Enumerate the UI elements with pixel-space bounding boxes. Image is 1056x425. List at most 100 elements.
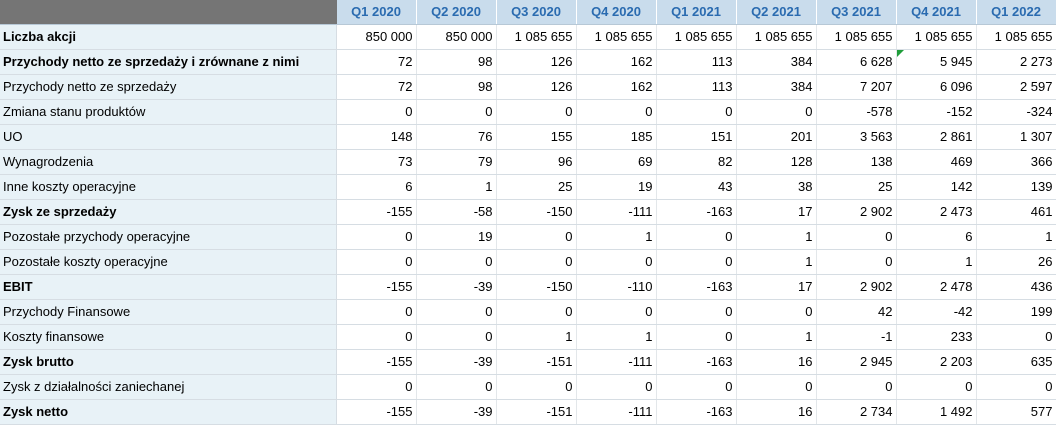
table-cell[interactable]: 113 <box>656 49 737 75</box>
table-cell[interactable]: -155 <box>336 274 417 300</box>
table-cell[interactable]: 1 492 <box>896 399 977 425</box>
table-cell[interactable]: -110 <box>576 274 657 300</box>
table-cell[interactable]: 1 307 <box>976 124 1056 150</box>
table-cell[interactable]: 2 273 <box>976 49 1056 75</box>
table-cell[interactable]: 126 <box>496 49 577 75</box>
table-cell[interactable]: -39 <box>416 274 497 300</box>
table-cell[interactable]: 0 <box>736 99 817 125</box>
table-cell[interactable]: 850 000 <box>336 24 417 50</box>
table-cell[interactable]: 162 <box>576 74 657 100</box>
table-cell[interactable]: 155 <box>496 124 577 150</box>
table-cell[interactable]: 98 <box>416 74 497 100</box>
table-cell[interactable]: -151 <box>496 399 577 425</box>
table-cell[interactable]: 0 <box>656 324 737 350</box>
table-cell[interactable]: 384 <box>736 49 817 75</box>
table-cell[interactable]: 42 <box>816 299 897 325</box>
table-cell[interactable]: 0 <box>896 374 977 400</box>
table-cell[interactable]: 0 <box>656 224 737 250</box>
table-cell[interactable]: 635 <box>976 349 1056 375</box>
table-cell[interactable]: 436 <box>976 274 1056 300</box>
table-cell[interactable]: 0 <box>736 374 817 400</box>
table-cell[interactable]: 2 861 <box>896 124 977 150</box>
table-cell[interactable]: 0 <box>336 299 417 325</box>
table-cell[interactable]: 0 <box>976 374 1056 400</box>
column-header[interactable]: Q1 2021 <box>656 0 737 25</box>
column-header[interactable]: Q1 2022 <box>976 0 1056 25</box>
table-cell[interactable]: 126 <box>496 74 577 100</box>
table-cell[interactable]: 0 <box>656 249 737 275</box>
table-cell[interactable]: 0 <box>496 249 577 275</box>
table-cell[interactable]: 0 <box>816 224 897 250</box>
table-cell[interactable]: 1 <box>496 324 577 350</box>
table-cell[interactable]: 96 <box>496 149 577 175</box>
table-cell[interactable]: -42 <box>896 299 977 325</box>
table-cell[interactable]: 0 <box>576 374 657 400</box>
table-cell[interactable]: 6 096 <box>896 74 977 100</box>
table-cell[interactable]: 201 <box>736 124 817 150</box>
table-cell[interactable]: 0 <box>416 324 497 350</box>
table-cell[interactable]: 0 <box>336 249 417 275</box>
column-header[interactable]: Q4 2021 <box>896 0 977 25</box>
table-cell[interactable]: 0 <box>656 374 737 400</box>
table-cell[interactable]: -111 <box>576 199 657 225</box>
table-cell[interactable]: -324 <box>976 99 1056 125</box>
table-cell[interactable]: 25 <box>496 174 577 200</box>
table-cell[interactable]: 19 <box>416 224 497 250</box>
table-cell[interactable]: 138 <box>816 149 897 175</box>
table-cell[interactable]: 139 <box>976 174 1056 200</box>
table-cell[interactable]: 72 <box>336 74 417 100</box>
table-cell[interactable]: 1 085 655 <box>816 24 897 50</box>
table-cell[interactable]: 0 <box>576 299 657 325</box>
table-cell[interactable]: -1 <box>816 324 897 350</box>
table-cell[interactable]: 0 <box>416 249 497 275</box>
table-cell[interactable]: 2 478 <box>896 274 977 300</box>
table-cell[interactable]: 6 628 <box>816 49 897 75</box>
table-cell[interactable]: 0 <box>976 324 1056 350</box>
table-cell[interactable]: 7 207 <box>816 74 897 100</box>
table-cell[interactable]: 1 085 655 <box>496 24 577 50</box>
table-cell[interactable]: 0 <box>496 299 577 325</box>
table-cell[interactable]: 2 473 <box>896 199 977 225</box>
table-cell[interactable]: -150 <box>496 274 577 300</box>
table-cell[interactable]: 43 <box>656 174 737 200</box>
table-cell[interactable]: 0 <box>336 99 417 125</box>
table-cell[interactable]: 0 <box>336 324 417 350</box>
table-cell[interactable]: 3 563 <box>816 124 897 150</box>
table-cell[interactable]: -163 <box>656 399 737 425</box>
table-cell[interactable]: -163 <box>656 199 737 225</box>
table-cell[interactable]: 113 <box>656 74 737 100</box>
table-cell[interactable]: 0 <box>416 299 497 325</box>
table-cell[interactable]: 0 <box>576 99 657 125</box>
table-cell[interactable]: 17 <box>736 274 817 300</box>
table-cell[interactable]: 1 <box>736 249 817 275</box>
table-cell[interactable]: 384 <box>736 74 817 100</box>
table-cell[interactable]: 72 <box>336 49 417 75</box>
table-cell[interactable]: 0 <box>576 249 657 275</box>
table-cell[interactable]: 2 597 <box>976 74 1056 100</box>
table-cell[interactable]: 128 <box>736 149 817 175</box>
table-cell[interactable]: -163 <box>656 274 737 300</box>
table-cell[interactable]: -155 <box>336 399 417 425</box>
table-cell-with-comment[interactable]: 5 945 <box>896 49 977 75</box>
table-cell[interactable]: 1 <box>576 224 657 250</box>
table-cell[interactable]: 1 <box>416 174 497 200</box>
table-cell[interactable]: -150 <box>496 199 577 225</box>
table-cell[interactable]: 25 <box>816 174 897 200</box>
table-cell[interactable]: 2 734 <box>816 399 897 425</box>
table-cell[interactable]: 79 <box>416 149 497 175</box>
table-cell[interactable]: 19 <box>576 174 657 200</box>
table-cell[interactable]: 0 <box>816 374 897 400</box>
table-cell[interactable]: 17 <box>736 199 817 225</box>
column-header[interactable]: Q3 2020 <box>496 0 577 25</box>
table-cell[interactable]: -151 <box>496 349 577 375</box>
table-cell[interactable]: -39 <box>416 349 497 375</box>
table-cell[interactable]: 1 085 655 <box>896 24 977 50</box>
table-cell[interactable]: 148 <box>336 124 417 150</box>
table-cell[interactable]: 2 945 <box>816 349 897 375</box>
table-cell[interactable]: 1 085 655 <box>976 24 1056 50</box>
table-cell[interactable]: -155 <box>336 349 417 375</box>
table-cell[interactable]: 1 <box>576 324 657 350</box>
table-cell[interactable]: 1 085 655 <box>656 24 737 50</box>
table-cell[interactable]: 0 <box>816 249 897 275</box>
column-header[interactable]: Q2 2021 <box>736 0 817 25</box>
